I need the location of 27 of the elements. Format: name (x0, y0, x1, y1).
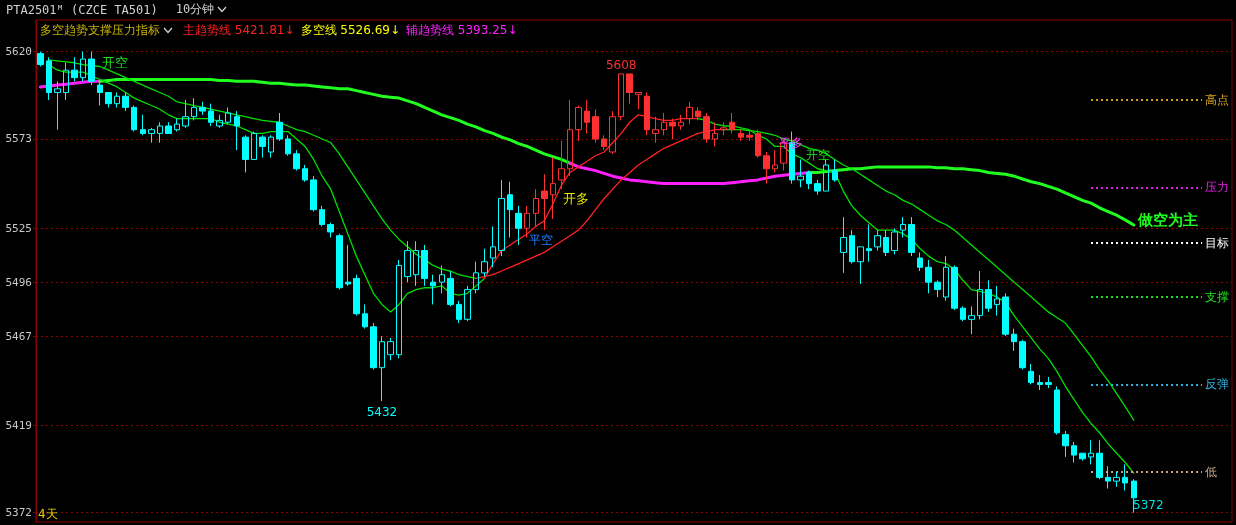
ref-line-label: 反弹 (1205, 377, 1230, 392)
y-tick-label: 5496 (5, 275, 32, 289)
annotation: 5372 (1133, 498, 1164, 512)
annotation: 多空线 5526.69↓ (300, 21, 400, 39)
ref-line-label: 支撑 (1205, 290, 1230, 305)
y-tick-label: 5525 (5, 221, 32, 235)
annotation: 做空为主 (1137, 211, 1198, 229)
ref-line-label: 压力 (1205, 180, 1230, 195)
annotation: 平空 (529, 233, 553, 247)
legend-title: 多空趋势支撑压力指标 (40, 21, 160, 39)
annotation: 4天 (38, 507, 58, 521)
y-tick-label: 5467 (5, 329, 32, 343)
annotation: 主趋势线 5421.81↓ (183, 21, 295, 39)
annotation: 辅趋势线 5393.25↓ (406, 21, 518, 39)
ref-line-label: 低 (1205, 464, 1218, 479)
y-tick-label: 5573 (5, 132, 32, 146)
y-tick-label: 5620 (5, 45, 32, 59)
chart-subtitle: 10分钟 (175, 1, 215, 18)
annotation: 5608 (605, 57, 637, 72)
y-tick-label: 5419 (5, 418, 32, 432)
annotation: 5432 (366, 405, 398, 420)
annotation: 开空 (102, 54, 128, 70)
ref-line-label: 高点 (1205, 92, 1230, 107)
y-tick-label: 5372 (5, 506, 32, 520)
annotation: 开多 (563, 190, 589, 206)
chart-title: PTA2501ᴹ (CZCE TA501) (6, 2, 158, 17)
ref-line-label: 目标 (1205, 236, 1230, 251)
